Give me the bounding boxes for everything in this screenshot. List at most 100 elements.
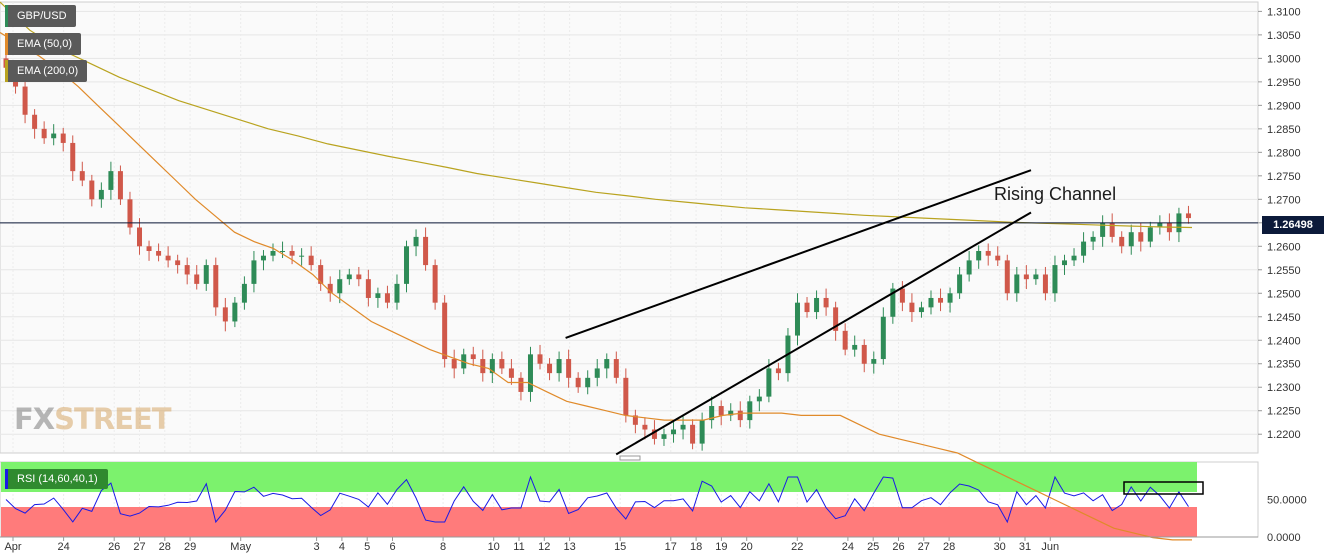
candle-body bbox=[442, 302, 448, 360]
fxstreet-logo: FXSTREET bbox=[14, 402, 172, 436]
symbol-swatch bbox=[5, 5, 8, 27]
candle-body bbox=[747, 401, 753, 421]
candle-body bbox=[1061, 260, 1067, 266]
candle-body bbox=[947, 293, 953, 303]
candle-body bbox=[404, 246, 410, 284]
pane-splitter-handle bbox=[619, 455, 641, 461]
candle-body bbox=[680, 424, 686, 430]
candle-body bbox=[1185, 213, 1191, 219]
y-tick-label: 1.2800 bbox=[1267, 147, 1301, 159]
candle-body bbox=[289, 250, 295, 256]
y-tick-label: 1.3100 bbox=[1267, 6, 1301, 18]
y-tick-label: 1.2200 bbox=[1267, 429, 1301, 441]
candle-body bbox=[928, 297, 934, 308]
candle-body bbox=[384, 293, 390, 303]
logo-part1: FX bbox=[14, 402, 55, 436]
ema200-swatch bbox=[5, 60, 8, 82]
candle-body bbox=[1138, 232, 1144, 242]
rsi-highlight-box bbox=[1123, 481, 1204, 495]
candle-body bbox=[880, 316, 886, 360]
candle-body bbox=[899, 288, 905, 303]
y-tick-label: 1.2500 bbox=[1267, 288, 1301, 300]
ema50-line bbox=[0, 31, 1192, 541]
ema200-badge[interactable]: EMA (200,0) bbox=[5, 60, 88, 82]
rsi-overbought-zone bbox=[1, 462, 1197, 492]
rsi-tick-label: 50.0000 bbox=[1267, 495, 1307, 507]
candle-body bbox=[909, 302, 915, 313]
candle-body bbox=[823, 297, 829, 308]
candle-body bbox=[527, 354, 533, 392]
candle-body bbox=[671, 429, 677, 435]
candle-body bbox=[995, 255, 1001, 261]
candle-body bbox=[70, 142, 76, 172]
symbol-label: GBP/USD bbox=[17, 10, 67, 22]
y-tick-label: 1.2950 bbox=[1267, 77, 1301, 89]
candle-body bbox=[775, 368, 781, 374]
candle-body bbox=[766, 368, 772, 397]
candles bbox=[3, 52, 1191, 451]
rsi-oversold-zone bbox=[1, 507, 1197, 537]
candle-body bbox=[32, 114, 38, 129]
candle-body bbox=[957, 274, 963, 294]
candle-body bbox=[1147, 227, 1153, 242]
candle-body bbox=[1119, 236, 1125, 247]
candle-body bbox=[690, 424, 696, 444]
candle-body bbox=[613, 359, 619, 378]
rsi-badge[interactable]: RSI (14,60,40,1) bbox=[5, 469, 108, 489]
x-tick-label: 6 bbox=[389, 541, 395, 553]
candle-body bbox=[175, 260, 181, 266]
candle-body bbox=[642, 424, 648, 430]
y-tick-label: 1.2550 bbox=[1267, 265, 1301, 277]
ema50-badge[interactable]: EMA (50,0) bbox=[5, 33, 82, 55]
ema200-line bbox=[0, 1, 1193, 229]
rsi-swatch bbox=[5, 469, 8, 489]
y-tick-label: 1.2350 bbox=[1267, 359, 1301, 371]
candle-body bbox=[1128, 232, 1134, 247]
candle-body bbox=[22, 86, 28, 115]
candle-body bbox=[280, 250, 286, 252]
candle-body bbox=[1023, 274, 1029, 280]
candle-body bbox=[718, 406, 724, 416]
candle-body bbox=[489, 359, 495, 374]
symbol-badge[interactable]: GBP/USD bbox=[5, 5, 76, 27]
candle-body bbox=[1157, 222, 1163, 228]
candle-body bbox=[327, 283, 333, 294]
candle-body bbox=[260, 255, 266, 261]
candle-body bbox=[1109, 222, 1115, 237]
channel-lower-line bbox=[615, 211, 1032, 456]
x-tick-label: 26 bbox=[892, 541, 904, 553]
x-tick-label: 20 bbox=[741, 541, 753, 553]
candle-body bbox=[871, 359, 877, 364]
rising-channel-lines bbox=[565, 169, 1032, 456]
candle-body bbox=[575, 377, 581, 388]
current-price-tag: 1.26498 bbox=[1262, 216, 1324, 234]
axes: 1.3100 1.3050 1.3000 1.2950 1.2900 1.2850 1.28… bbox=[0, 6, 1307, 553]
candle-body bbox=[137, 227, 143, 247]
x-tick-label: 4 bbox=[339, 541, 345, 553]
candle-body bbox=[985, 250, 991, 256]
y-tick-label: 1.3050 bbox=[1267, 30, 1301, 42]
x-tick-label: 26 bbox=[108, 541, 120, 553]
main-plot-area bbox=[0, 1, 1259, 454]
candle-body bbox=[861, 344, 867, 364]
candle-body bbox=[251, 260, 257, 284]
candle-body bbox=[794, 302, 800, 336]
candle-body bbox=[365, 279, 371, 298]
x-tick-label: 29 bbox=[184, 541, 196, 553]
candle-body bbox=[470, 354, 476, 360]
candle-body bbox=[79, 171, 85, 181]
x-tick-label: 27 bbox=[133, 541, 145, 553]
candle-body bbox=[98, 189, 104, 200]
candle-body bbox=[308, 255, 314, 266]
candle-body bbox=[661, 434, 667, 439]
x-tick-label: 18 bbox=[690, 541, 702, 553]
candle-body bbox=[413, 236, 419, 247]
candle-body bbox=[375, 293, 381, 298]
candle-body bbox=[1071, 255, 1077, 261]
candle-body bbox=[699, 420, 705, 444]
x-tick-label: 24 bbox=[842, 541, 854, 553]
x-tick-label: 24 bbox=[57, 541, 69, 553]
candle-body bbox=[1100, 222, 1106, 237]
candle-body bbox=[547, 363, 553, 374]
candle-body bbox=[299, 255, 305, 257]
